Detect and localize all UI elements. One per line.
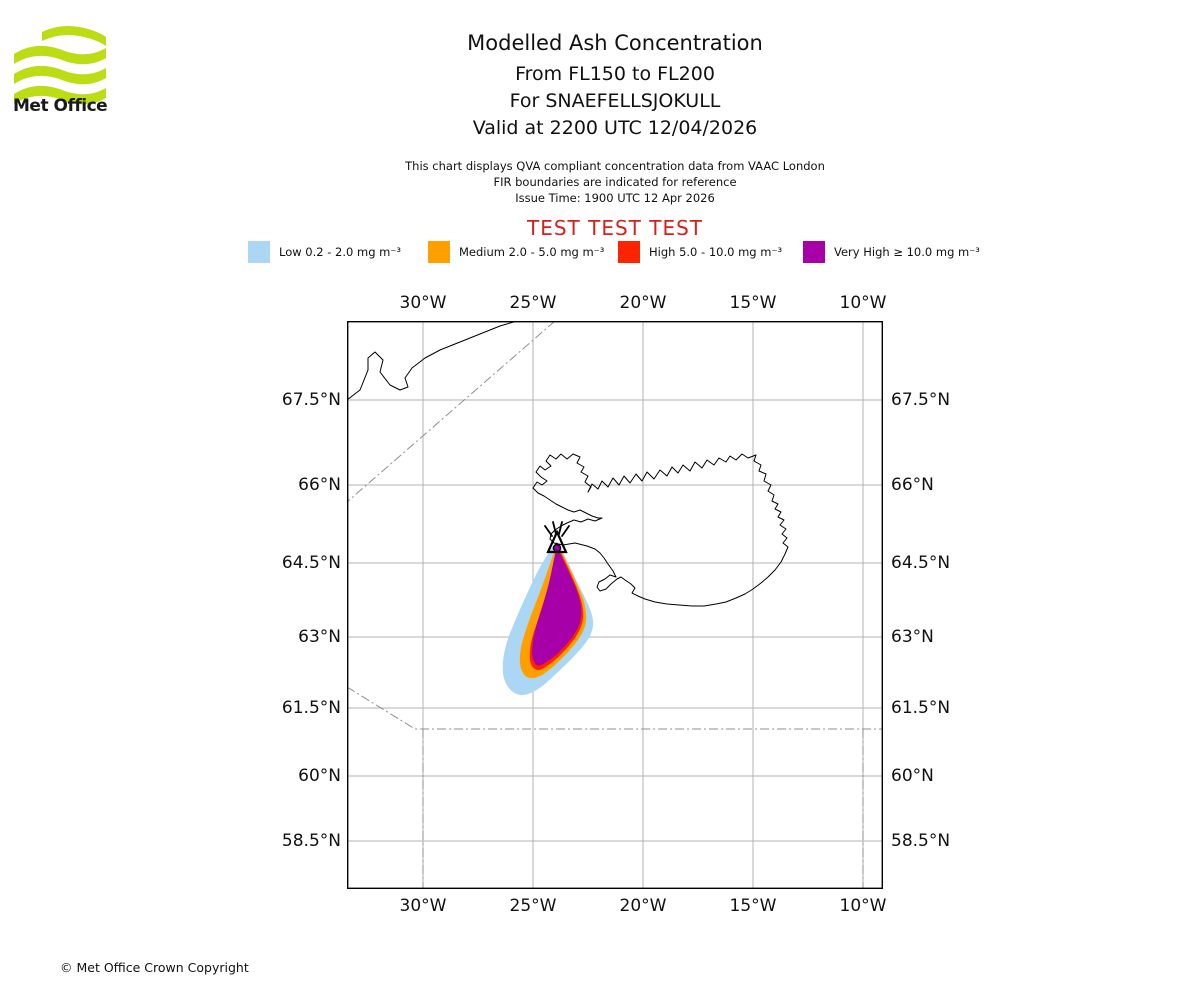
x-tick-bottom-15w: 15°W (729, 896, 777, 916)
map-canvas (347, 321, 883, 889)
map-frame (347, 321, 883, 889)
y-tick-right-61-5n: 61.5°N (891, 698, 951, 718)
x-tick-top-30w: 30°W (399, 293, 447, 313)
y-tick-left-61-5n: 61.5°N (281, 698, 341, 718)
test-banner: TEST TEST TEST (526, 216, 703, 240)
legend-item-low: Low 0.2 - 2.0 mg m⁻³ (248, 241, 401, 263)
y-tick-left-66n: 66°N (298, 475, 341, 495)
volcano-vent-dot (552, 543, 562, 553)
met-office-logo-text: Met Office (13, 96, 108, 116)
x-tick-bottom-20w: 20°W (619, 896, 667, 916)
legend-label-very-high: Very High ≥ 10.0 mg m⁻³ (834, 245, 980, 259)
legend-swatch-very-high (803, 241, 825, 263)
ash-plume (502, 541, 594, 696)
legend-item-medium: Medium 2.0 - 5.0 mg m⁻³ (428, 241, 604, 263)
y-tick-right-60n: 60°N (891, 766, 934, 786)
legend-swatch-medium (428, 241, 450, 263)
logo-wave-icon (14, 25, 106, 105)
note-issue-time: Issue Time: 1900 UTC 12 Apr 2026 (515, 191, 715, 205)
iceland-coastline (532, 453, 789, 607)
note-qva-compliance: This chart displays QVA compliant concen… (405, 159, 825, 173)
volcano-marker (544, 521, 570, 554)
legend-swatch-high (618, 241, 640, 263)
fir-boundary-south-61n (347, 686, 883, 730)
page-title: Modelled Ash Concentration (467, 31, 763, 55)
x-tick-top-20w: 20°W (619, 293, 667, 313)
greenland-coastline (347, 321, 518, 401)
subtitle-volcano-name: For SNAEFELLSJOKULL (509, 90, 721, 112)
y-tick-right-66n: 66°N (891, 475, 934, 495)
fir-boundaries (347, 321, 883, 889)
y-tick-left-60n: 60°N (298, 766, 341, 786)
graticule-grid (347, 321, 883, 889)
copyright-notice: © Met Office Crown Copyright (60, 960, 249, 975)
x-tick-bottom-10w: 10°W (839, 896, 887, 916)
legend-label-medium: Medium 2.0 - 5.0 mg m⁻³ (459, 245, 605, 259)
x-tick-top-15w: 15°W (729, 293, 777, 313)
y-tick-right-58-5n: 58.5°N (891, 831, 951, 851)
subtitle-flight-levels: From FL150 to FL200 (515, 63, 715, 85)
x-tick-top-10w: 10°W (839, 293, 887, 313)
met-office-logo (14, 25, 106, 105)
legend-label-high: High 5.0 - 10.0 mg m⁻³ (649, 245, 783, 259)
subtitle-valid-time: Valid at 2200 UTC 12/04/2026 (472, 117, 758, 139)
plume-very-high-contour (532, 547, 582, 666)
x-tick-bottom-30w: 30°W (399, 896, 447, 916)
fir-boundary-northwest-diagonal (347, 321, 556, 503)
y-tick-right-63n: 63°N (891, 627, 934, 647)
x-tick-bottom-25w: 25°W (509, 896, 557, 916)
y-tick-right-64-5n: 64.5°N (891, 553, 951, 573)
y-tick-left-63n: 63°N (298, 627, 341, 647)
y-tick-right-67-5n: 67.5°N (891, 390, 951, 410)
x-tick-top-25w: 25°W (509, 293, 557, 313)
legend-item-high: High 5.0 - 10.0 mg m⁻³ (618, 241, 782, 263)
legend-item-very-high: Very High ≥ 10.0 mg m⁻³ (803, 241, 980, 263)
legend-label-low: Low 0.2 - 2.0 mg m⁻³ (279, 245, 402, 259)
y-tick-left-67-5n: 67.5°N (281, 390, 341, 410)
y-tick-left-64-5n: 64.5°N (281, 553, 341, 573)
y-tick-left-58-5n: 58.5°N (281, 831, 341, 851)
note-fir-boundaries: FIR boundaries are indicated for referen… (493, 175, 737, 189)
legend-swatch-low (248, 241, 270, 263)
